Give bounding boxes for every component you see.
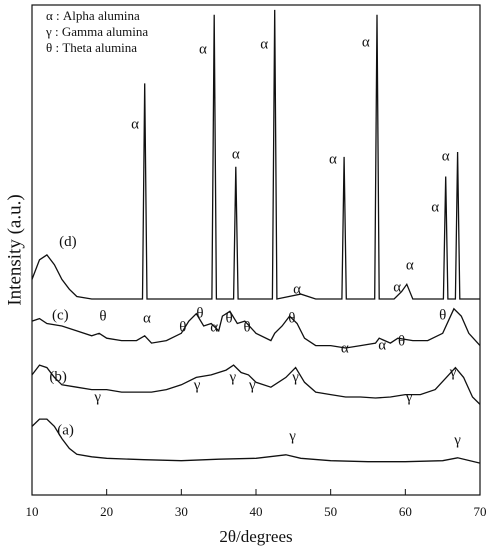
peak-label: α	[293, 282, 301, 298]
y-axis-label: Intensity (a.u.)	[4, 194, 25, 305]
peak-label: γ	[288, 429, 296, 445]
peak-label: θ	[99, 309, 106, 325]
xrd-curve	[31, 418, 481, 464]
peak-label: γ	[93, 389, 101, 405]
x-tick-label: 70	[474, 504, 487, 519]
peak-label: θ	[439, 308, 446, 324]
x-axis-label: 2θ/degrees	[219, 527, 292, 546]
peak-label: θ	[243, 319, 250, 335]
peak-label: α	[406, 258, 414, 274]
peak-label: θ	[196, 306, 203, 322]
peak-label: θ	[288, 311, 295, 327]
x-tick-label: 60	[399, 504, 412, 519]
peak-label: α	[260, 37, 268, 53]
peak-label: α	[442, 148, 450, 164]
x-tick-label: 30	[175, 504, 188, 519]
peak-label: γ	[248, 378, 256, 394]
key-entry: γ : Gamma alumina	[45, 24, 148, 39]
peak-label: α	[131, 116, 139, 132]
peak-label: γ	[405, 389, 413, 405]
peak-label: α	[329, 151, 337, 167]
peak-label: γ	[453, 433, 461, 449]
peak-label: α	[199, 42, 207, 58]
key-entry: α : Alpha alumina	[46, 8, 140, 23]
peak-label: γ	[449, 364, 457, 380]
peak-label: α	[341, 340, 349, 356]
peak-label: α	[393, 280, 401, 296]
peak-label: α	[143, 311, 151, 327]
peak-label: γ	[291, 369, 299, 385]
peak-label: θ	[226, 311, 233, 327]
peak-label: γ	[193, 378, 201, 394]
plot-frame	[31, 4, 481, 496]
peak-label: α	[431, 199, 439, 215]
peak-label: α	[210, 319, 218, 335]
curve-label: (b)	[49, 369, 67, 385]
xrd-curve	[31, 364, 481, 405]
x-tick-label: 40	[250, 504, 263, 519]
key-entry: θ : Theta alumina	[46, 40, 137, 55]
peak-label: θ	[398, 334, 405, 350]
peak-label: α	[232, 146, 240, 162]
peak-label: γ	[229, 369, 237, 385]
curve-label: (c)	[52, 308, 69, 324]
peak-label: α	[362, 35, 370, 51]
peak-label: θ	[179, 319, 186, 335]
curve-label: (a)	[57, 423, 74, 439]
x-tick-label: 50	[324, 504, 337, 519]
curve-label: (d)	[59, 234, 77, 250]
xrd-curve	[31, 9, 480, 300]
xrd-curve	[31, 307, 481, 349]
x-tick-label: 10	[26, 504, 39, 519]
peak-label: α	[378, 337, 386, 353]
x-tick-label: 20	[100, 504, 113, 519]
